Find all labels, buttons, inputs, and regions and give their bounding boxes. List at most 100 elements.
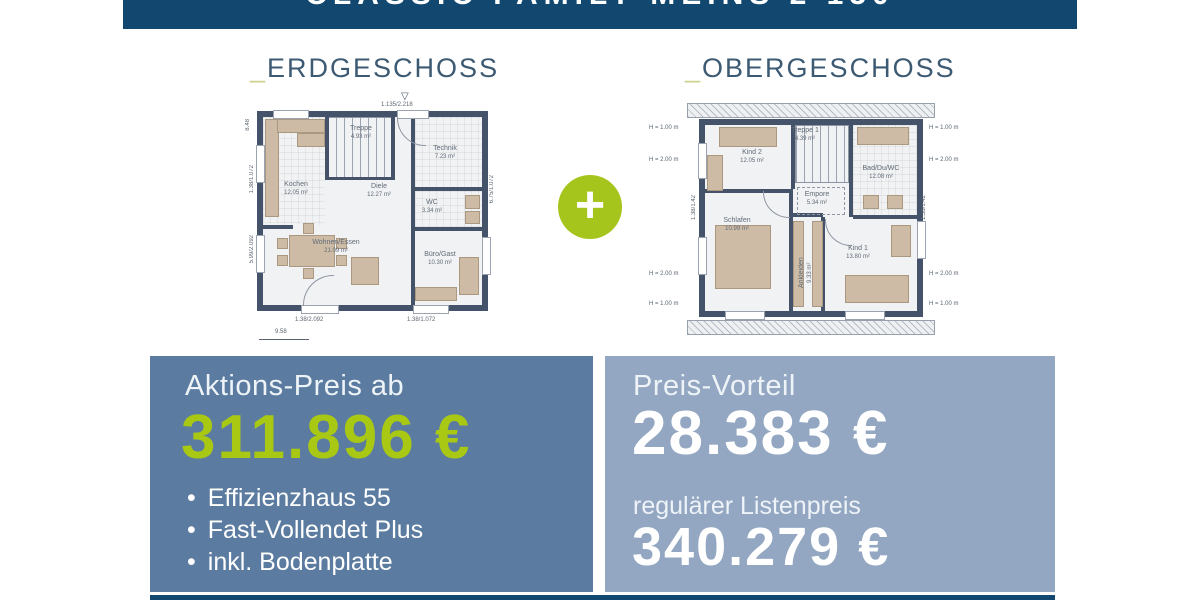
chair bbox=[277, 255, 288, 266]
height-marker: H = 1.00 m bbox=[929, 125, 959, 131]
preisvorteil-box: Preis-Vorteil 28.383 € regulärer Listenp… bbox=[605, 356, 1055, 592]
room-label-diele: Diele 12.27 m² bbox=[367, 183, 391, 198]
wall bbox=[789, 189, 793, 311]
heading-obergeschoss-label: OBERGESCHOSS bbox=[702, 53, 956, 83]
empore-dashed-area bbox=[797, 187, 845, 215]
kitchen-counter bbox=[265, 119, 279, 217]
heading-erdgeschoss: _ERDGESCHOSS bbox=[250, 53, 497, 83]
wall bbox=[391, 117, 395, 179]
height-marker: H = 2.00 m bbox=[929, 157, 959, 163]
desk-kind2 bbox=[707, 155, 723, 191]
wall bbox=[411, 117, 415, 305]
wall bbox=[325, 117, 329, 179]
title-banner: CLASSIC FAMILY MEINS 2 150 bbox=[123, 0, 1077, 29]
room-label-technik: Technik 7.23 m² bbox=[433, 145, 457, 160]
technik-floor bbox=[415, 117, 482, 187]
bed-schlafen bbox=[715, 225, 771, 289]
height-marker: H = 2.00 m bbox=[929, 271, 959, 277]
height-marker: H = 1.00 m bbox=[929, 301, 959, 307]
wardrobe bbox=[793, 221, 804, 307]
room-label-wc: WC 3.34 m² bbox=[421, 199, 443, 214]
feature-item: • Fast-Vollendet Plus bbox=[187, 516, 424, 544]
heading-obergeschoss: _OBERGESCHOSS bbox=[685, 53, 954, 83]
window bbox=[725, 311, 765, 320]
room-label-treppe: Treppe 4.93 m² bbox=[350, 125, 372, 140]
desk bbox=[459, 257, 479, 295]
room-label-ankleiden: Ankleiden 9.33 m² bbox=[798, 257, 813, 289]
wall bbox=[263, 225, 293, 229]
bathtub bbox=[857, 127, 909, 145]
dim-bottom-left-door: 1.38/2.092 bbox=[295, 317, 324, 323]
kitchen-counter bbox=[277, 119, 325, 133]
room-label-kind2: Kind 2 12.05 m² bbox=[740, 149, 764, 164]
door-swing-arc bbox=[303, 275, 334, 306]
chair bbox=[277, 238, 288, 249]
aktionspreis-value: 311.896 € bbox=[181, 403, 472, 472]
room-label-treppe1: Treppe 1 4.39 m² bbox=[791, 127, 819, 142]
sink bbox=[863, 195, 879, 209]
height-marker: H = 1.00 m bbox=[649, 125, 679, 131]
bullet-dot: • bbox=[187, 484, 196, 512]
wc-toilet bbox=[465, 211, 480, 224]
listenpreis-label: regulärer Listenpreis bbox=[633, 492, 861, 520]
wall bbox=[793, 213, 823, 217]
wall bbox=[415, 187, 482, 191]
listenpreis-value: 340.279 € bbox=[632, 517, 891, 577]
dim-right-side: 6.75/1.072 bbox=[489, 175, 495, 204]
dining-table bbox=[289, 235, 335, 267]
preisvorteil-label: Preis-Vorteil bbox=[633, 370, 796, 402]
room-label-wohnen: Wohnen/Essen 21.09 m² bbox=[312, 239, 360, 254]
window bbox=[698, 143, 707, 179]
wall bbox=[791, 125, 795, 189]
room-label-schlafen: Schlafen 10.99 m² bbox=[723, 217, 751, 232]
aktionspreis-label: Aktions-Preis ab bbox=[185, 370, 405, 402]
cabinet bbox=[415, 287, 457, 301]
kitchen-appliance bbox=[297, 133, 325, 147]
heading-underscore: _ bbox=[685, 53, 703, 83]
bullet-dot: • bbox=[187, 548, 196, 576]
chair bbox=[336, 238, 347, 249]
terrace-door-opening bbox=[301, 305, 339, 314]
chair bbox=[303, 223, 314, 234]
desk-kind1 bbox=[891, 225, 911, 257]
wall bbox=[821, 217, 825, 311]
wall bbox=[325, 177, 395, 180]
dim-total-width: 9.58 bbox=[275, 329, 287, 335]
dim-line bbox=[259, 339, 309, 340]
room-label-bad: Bad/Du/WC 12.08 m² bbox=[862, 165, 900, 180]
floorplan-obergeschoss: Kind 2 12.05 m² Treppe 1 4.39 m² Bad/Du/WC… bbox=[649, 119, 959, 320]
feature-item: • inkl. Bodenplatte bbox=[187, 548, 393, 576]
window bbox=[917, 221, 926, 259]
heading-erdgeschoss-label: ERDGESCHOSS bbox=[267, 53, 500, 83]
room-label-empore: Empore 5.34 m² bbox=[804, 191, 830, 206]
preisvorteil-value: 28.383 € bbox=[632, 399, 890, 468]
dim-total-height: 8.48 bbox=[245, 119, 251, 131]
window bbox=[256, 235, 265, 273]
plus-icon: + bbox=[558, 175, 622, 239]
entry-marker: ▽ bbox=[401, 91, 409, 102]
window bbox=[413, 305, 449, 314]
chair bbox=[303, 268, 314, 279]
wc-sink bbox=[465, 195, 480, 209]
sink bbox=[887, 195, 903, 209]
roof-overhang-top bbox=[687, 103, 935, 118]
floorplan-erdgeschoss: Kochen 12.05 m² Treppe 4.93 m² Technik 7.23… bbox=[245, 91, 495, 340]
dim-side: 1.38/1.42 bbox=[691, 195, 697, 221]
door-swing-arc bbox=[763, 191, 790, 218]
room-label-kochen: Kochen 12.05 m² bbox=[284, 181, 308, 196]
height-marker: H = 1.00 m bbox=[649, 301, 679, 307]
model-title: CLASSIC FAMILY MEINS 2 150 bbox=[123, 0, 1077, 12]
bottom-bar bbox=[150, 595, 1055, 600]
feature-item: • Effizienzhaus 55 bbox=[187, 484, 391, 512]
room-label-buero: Büro/Gast 10.30 m² bbox=[424, 251, 456, 266]
bullet-dot: • bbox=[187, 516, 196, 544]
wall bbox=[415, 227, 482, 231]
wall bbox=[705, 189, 791, 193]
window bbox=[256, 145, 265, 183]
heading-underscore: _ bbox=[250, 53, 268, 83]
door-swing-arc bbox=[397, 117, 426, 146]
window bbox=[845, 311, 885, 320]
bed-kind1 bbox=[845, 275, 909, 303]
dim-left-lower: 5.99/2.092 bbox=[249, 235, 255, 264]
